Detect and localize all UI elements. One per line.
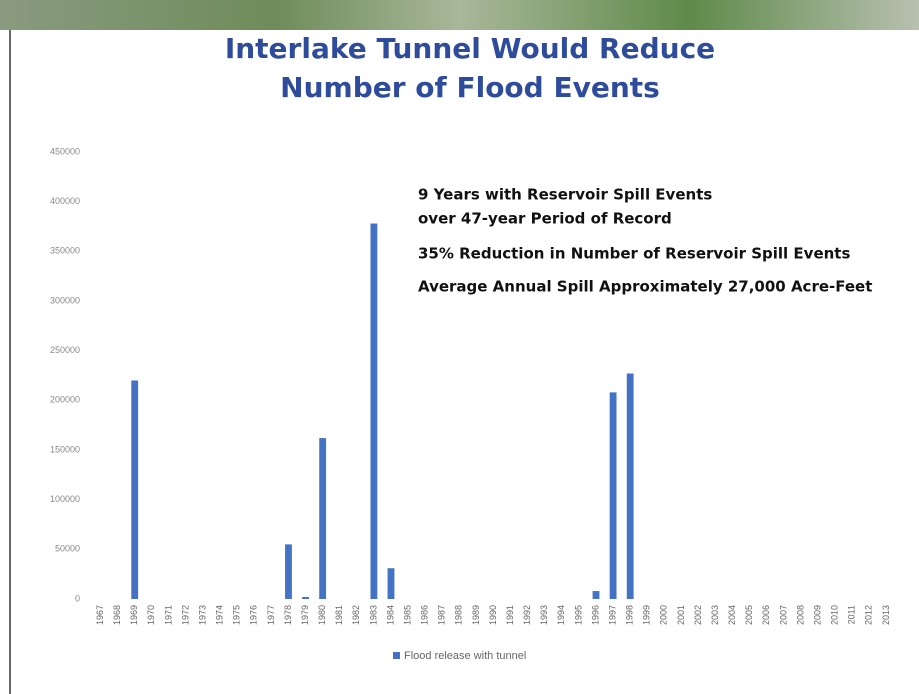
bar [285,544,292,599]
bar [370,223,378,599]
x-tick-label: 1977 [266,605,276,625]
x-tick-label: 1983 [368,605,378,625]
x-tick-label: 1969 [129,605,139,625]
x-tick-label: 1972 [180,605,190,625]
x-tick-label: 1975 [232,605,242,625]
y-tick-label: 400000 [50,196,80,206]
y-tick-label: 150000 [50,444,80,454]
bar [319,438,327,599]
y-tick-label: 300000 [50,295,80,305]
x-tick-label: 2000 [659,605,669,625]
x-tick-label: 2005 [744,605,754,625]
bar [131,380,139,599]
chart-title: Interlake Tunnel Would Reduce [225,32,715,65]
x-tick-label: 2010 [830,605,840,625]
bar [626,373,634,599]
x-tick-label: 2009 [812,605,822,625]
x-tick-label: 1997 [607,605,617,625]
annotation: 9 Years with Reservoir Spill Events [418,186,712,204]
x-tick-label: 1993 [539,605,549,625]
y-tick-label: 100000 [50,494,80,504]
annotation: 35% Reduction in Number of Reservoir Spi… [418,245,850,263]
x-tick-label: 1999 [642,605,652,625]
annotation: Average Annual Spill Approximately 27,00… [418,278,872,296]
x-tick-label: 1968 [112,605,122,625]
x-tick-label: 1990 [488,605,498,625]
y-tick-label: 0 [75,593,80,603]
x-tick-label: 1986 [420,605,430,625]
x-tick-label: 1971 [163,605,173,625]
x-tick-label: 1996 [590,605,600,625]
x-tick-label: 2001 [676,605,686,625]
y-tick-label: 250000 [50,345,80,355]
x-tick-label: 1989 [471,605,481,625]
x-tick-label: 1987 [437,605,447,625]
x-tick-label: 1974 [215,605,225,625]
x-tick-label: 1988 [454,605,464,625]
y-tick-label: 50000 [55,544,80,554]
legend-swatch [393,652,400,659]
x-tick-label: 1991 [505,605,515,625]
x-tick-label: 2004 [727,605,737,625]
x-tick-label: 1980 [317,605,327,625]
annotation: over 47-year Period of Record [418,210,672,228]
y-tick-label: 200000 [50,395,80,405]
x-tick-label: 1984 [385,605,395,625]
x-tick-label: 2012 [864,605,874,625]
x-tick-label: 1992 [522,605,532,625]
x-tick-label: 2008 [795,605,805,625]
x-tick-label: 1994 [556,605,566,625]
banner [0,0,919,30]
y-tick-label: 450000 [50,146,80,156]
x-tick-label: 2013 [881,605,891,625]
x-tick-label: 1979 [300,605,310,625]
x-tick-label: 1967 [95,605,105,625]
bar [592,591,600,599]
x-tick-label: 2002 [693,605,703,625]
x-tick-label: 1970 [146,605,156,625]
x-tick-label: 2003 [710,605,720,625]
x-tick-label: 2006 [761,605,771,625]
x-tick-label: 1973 [197,605,207,625]
bar [387,568,395,599]
legend-label: Flood release with tunnel [404,650,526,662]
x-tick-label: 1982 [351,605,361,625]
x-tick-label: 1981 [334,605,344,625]
chart-title: Number of Flood Events [280,71,660,104]
y-tick-label: 350000 [50,246,80,256]
x-tick-label: 1995 [573,605,583,625]
x-tick-label: 1985 [402,605,412,625]
x-tick-label: 1978 [283,605,293,625]
bar [609,392,617,599]
x-tick-label: 1976 [249,605,259,625]
bar [302,597,309,599]
x-tick-label: 2007 [778,605,788,625]
x-tick-label: 2011 [847,605,857,624]
x-tick-label: 1998 [625,605,635,625]
